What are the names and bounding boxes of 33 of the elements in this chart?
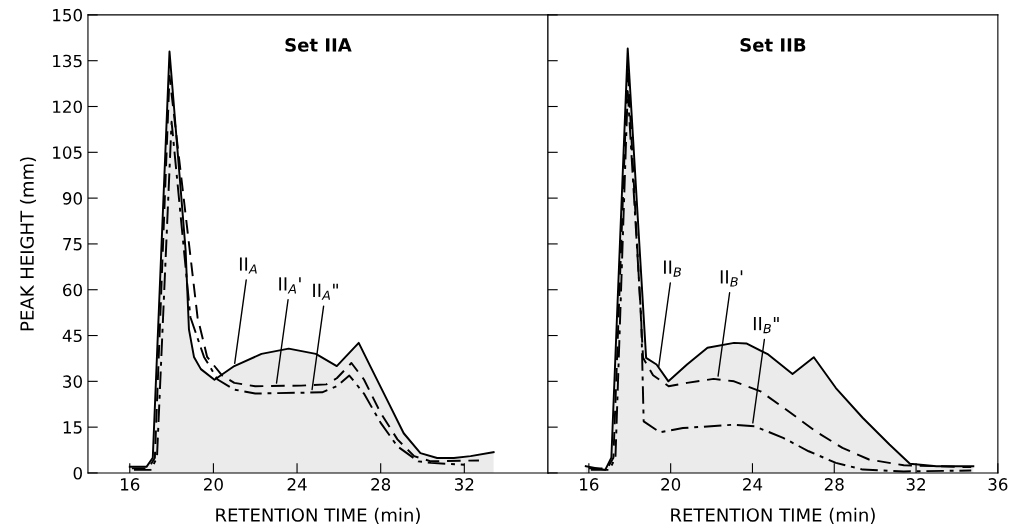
x-tick-label: 32: [454, 478, 474, 491]
y-tick-label: 150: [53, 8, 82, 22]
y-tick-label: 90: [62, 192, 82, 205]
x-tick-label: 32: [906, 478, 925, 491]
x-tick-label: 20: [204, 478, 223, 491]
y-tick-label: 0: [73, 466, 82, 480]
y-tick-label: 135: [53, 54, 82, 68]
y-tick-label: 15: [63, 421, 82, 434]
y-tick-label: 60: [63, 283, 82, 297]
x-tick-label: 16: [121, 478, 140, 491]
y-tick-label: 120: [53, 100, 82, 114]
x-tick-label: 24: [743, 478, 763, 491]
text: Set IIB: [740, 38, 806, 52]
y-tick-label: 75: [63, 238, 82, 251]
x-axis-title: RETENTION TIME (min): [671, 507, 875, 524]
x-tick-label: 16: [580, 478, 599, 491]
text: Set IIA: [285, 38, 352, 52]
annotation: II$_{A}$': [279, 277, 301, 294]
x-tick-label: 28: [371, 478, 391, 491]
y-tick-label: 45: [62, 329, 82, 343]
x-axis-title: RETENTION TIME (min): [216, 507, 420, 524]
y-tick-label: 105: [53, 146, 82, 159]
annotation: II$_{B}$": [753, 317, 779, 334]
x-tick-label: 20: [661, 478, 681, 491]
y-tick-label: 30: [63, 375, 82, 388]
annotation: II$_{A}$": [313, 283, 338, 300]
x-tick-label: 36: [988, 478, 1008, 491]
x-tick-label: 28: [824, 478, 844, 491]
x-tick-label: 24: [287, 478, 307, 491]
annotation: II$_{B}$': [720, 270, 743, 287]
annotation: II$_{B}$: [664, 260, 681, 277]
y-axis-title: PEAK HEIGHT (mm): [19, 157, 37, 331]
annotation: II$_{A}$: [239, 257, 257, 274]
